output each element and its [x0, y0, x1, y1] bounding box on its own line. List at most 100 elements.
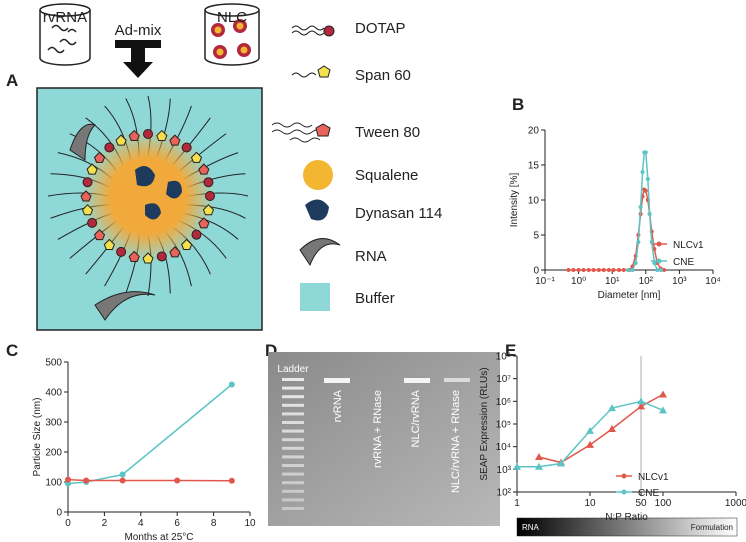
legend-marker — [621, 489, 627, 495]
point — [607, 425, 616, 433]
point — [658, 268, 663, 272]
point — [534, 462, 543, 470]
point — [630, 268, 635, 272]
x-tick-label: 10³ — [672, 276, 687, 287]
x-axis-title: N:P Ratio — [605, 512, 648, 523]
point — [645, 177, 650, 181]
point — [513, 462, 521, 470]
ladder-band — [282, 429, 304, 433]
point — [652, 261, 657, 265]
legend-label: DOTAP — [355, 20, 406, 37]
y-tick-label: 300 — [45, 418, 62, 429]
surfactant-head — [93, 228, 106, 241]
ladder-band — [282, 498, 304, 502]
point — [566, 268, 571, 272]
dotap-head — [116, 246, 127, 257]
ladder-band — [282, 386, 304, 390]
ladder-band — [282, 378, 304, 381]
ladder-band — [282, 481, 304, 485]
point — [586, 440, 594, 448]
surfactant-head — [81, 204, 94, 216]
series-line — [628, 151, 661, 271]
lane-label: rvRNA — [332, 389, 344, 422]
container-label: NLC — [217, 9, 247, 26]
point — [638, 205, 643, 209]
x-tick-label: 8 — [211, 518, 217, 529]
point — [647, 212, 652, 216]
point — [649, 240, 654, 244]
panel-label: C — [6, 341, 18, 360]
series-line — [67, 478, 232, 482]
y-axis-title: Intensity [%] — [509, 173, 520, 228]
y-tick-label: 100 — [45, 478, 62, 489]
surfactant-head — [202, 204, 215, 216]
ladder-band — [282, 464, 304, 467]
legend-icons — [271, 25, 341, 311]
y-tick-label: 10⁵ — [496, 420, 511, 431]
legend-label: CNE — [673, 257, 694, 268]
point — [119, 471, 126, 478]
x-tick-label: 2 — [102, 518, 108, 529]
x-tick-label: 10⁰ — [571, 276, 586, 287]
dotap-head — [156, 251, 167, 262]
surfactant-head — [115, 134, 127, 146]
y-tick-label: 400 — [45, 388, 62, 399]
point — [643, 150, 648, 155]
point — [617, 268, 622, 272]
surfactant-head — [169, 246, 181, 258]
x-tick-label: 50 — [635, 498, 647, 509]
x-tick-label: 10⁴ — [705, 276, 720, 287]
point — [556, 459, 565, 467]
x-tick-label: 10¹ — [605, 276, 620, 287]
dotap-head — [87, 217, 98, 228]
point — [65, 476, 71, 483]
legend-label: NLCv1 — [638, 472, 669, 483]
surfactant-head — [86, 163, 98, 175]
x-tick-label: 4 — [138, 518, 144, 529]
lane-label: NLC/rvRNA — [410, 389, 422, 447]
ladder-band — [282, 438, 304, 442]
series-line — [67, 383, 233, 485]
y-tick-label: 0 — [56, 508, 62, 519]
surfactant-head — [169, 134, 181, 146]
legend-label: Tween 80 — [355, 124, 420, 141]
surfactant-head — [93, 151, 106, 163]
x-tick-label: 100 — [655, 498, 672, 509]
ladder-band — [282, 446, 304, 450]
series-line — [538, 393, 664, 464]
ladder-band — [282, 421, 304, 424]
legend-marker — [621, 473, 627, 479]
point — [83, 477, 90, 484]
lane-label: NLC/rvRNA + RNase — [450, 390, 462, 493]
point — [659, 390, 667, 398]
gel-bands — [282, 378, 470, 510]
legend-label: NLCv1 — [673, 240, 704, 251]
y-tick-label: 20 — [528, 126, 540, 137]
point — [586, 268, 591, 272]
point — [601, 268, 606, 272]
y-tick-label: 500 — [45, 358, 62, 369]
y-tick-label: 5 — [533, 231, 539, 242]
gradient-bar — [516, 517, 738, 537]
x-tick-label: 0 — [65, 518, 71, 529]
rna-band — [444, 378, 470, 382]
legend-label: Dynasan 114 — [355, 205, 442, 222]
point — [228, 381, 235, 388]
ladder-band — [282, 403, 304, 407]
legend-label: Span 60 — [355, 67, 411, 84]
ramp-label: RNA — [522, 523, 540, 532]
y-tick-label: 10³ — [497, 465, 512, 476]
surfactant-head — [142, 252, 154, 264]
point — [534, 453, 543, 461]
point — [659, 406, 667, 414]
surfactant-head — [103, 238, 115, 250]
point — [591, 268, 596, 272]
surfactant-head — [181, 238, 193, 250]
particle-diagram — [36, 87, 263, 331]
ladder-band — [282, 489, 304, 493]
surfactant-head — [198, 217, 210, 229]
x-tick-label: 10⁻¹ — [535, 276, 555, 287]
x-tick-label: 10 — [244, 518, 256, 529]
ladder-band — [282, 455, 304, 459]
